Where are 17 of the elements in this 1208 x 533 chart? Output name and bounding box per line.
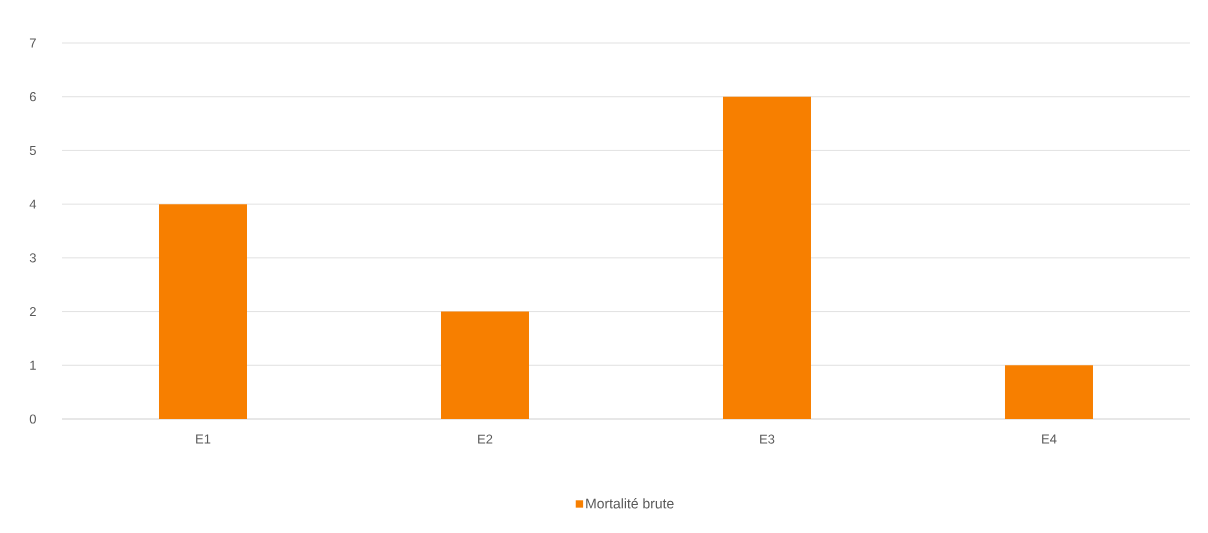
y-tick-label: 7 <box>29 38 36 48</box>
x-tick-label: E4 <box>1042 434 1057 444</box>
bar <box>159 204 247 419</box>
y-tick-label: 4 <box>29 199 37 209</box>
bar <box>1004 365 1093 419</box>
y-tick-label: 5 <box>29 145 36 155</box>
y-tick-label: 6 <box>29 92 36 102</box>
x-tick-label: E2 <box>478 434 493 444</box>
bar <box>441 311 529 419</box>
x-tick-label: E3 <box>760 434 775 444</box>
legend-label: Mortalité brute <box>586 498 674 509</box>
y-tick-label: 1 <box>30 360 36 370</box>
x-tick-label: E1 <box>196 434 211 444</box>
y-tick-label: 0 <box>29 414 36 424</box>
y-tick-label: 2 <box>29 307 36 317</box>
y-tick-label: 3 <box>29 253 36 263</box>
bar <box>722 96 811 419</box>
